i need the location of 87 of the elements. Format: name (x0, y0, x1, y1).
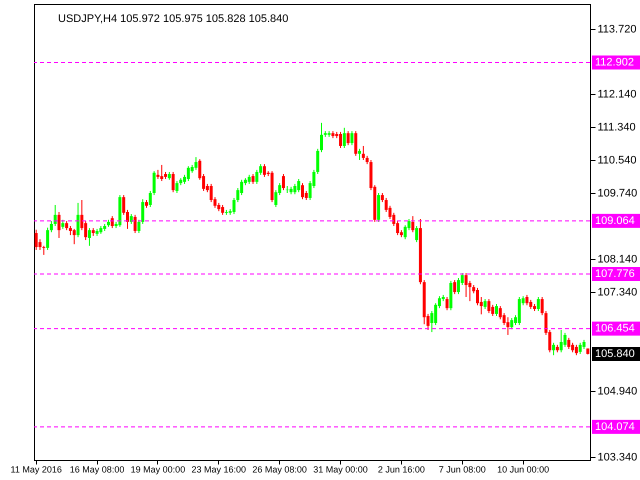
candlestick (578, 342, 582, 354)
candlestick (525, 294, 528, 306)
candlestick (297, 178, 300, 193)
candlestick (510, 318, 514, 330)
y-tick-label: 109.740 (598, 188, 638, 200)
candlestick (567, 337, 570, 350)
ref-line-label: 109.064 (595, 214, 635, 227)
y-tick-label: 108.140 (598, 254, 638, 266)
candlestick (453, 280, 456, 295)
y-tick-label: 107.340 (598, 286, 638, 299)
candlestick (446, 296, 449, 311)
x-tick-label: 10 Jun 00:00 (497, 464, 550, 474)
candlestick (134, 214, 137, 234)
candlestick (130, 214, 133, 224)
candlestick (186, 166, 190, 182)
ref-line-label: 107.776 (595, 268, 635, 280)
candlestick (346, 130, 350, 146)
candlestick (411, 216, 414, 233)
candlestick (415, 226, 418, 243)
candlestick (529, 299, 532, 310)
candlestick (574, 344, 578, 356)
candlestick (571, 342, 574, 353)
y-tick-label: 111.340 (598, 121, 636, 134)
candlestick (42, 245, 46, 256)
candlestick (88, 228, 91, 246)
candlestick (156, 169, 160, 180)
candlestick (540, 296, 544, 316)
candlestick (210, 183, 213, 203)
ref-line-label: 112.902 (595, 56, 634, 69)
candlestick (495, 304, 498, 316)
candlestick (293, 183, 296, 195)
x-tick-label: 2 Jun 16:00 (378, 464, 425, 474)
y-tick-label: 103.340 (598, 452, 638, 464)
x-tick-label: 16 May 08:00 (70, 464, 124, 474)
x-tick-label: 7 Jun 08:00 (438, 464, 486, 474)
candlestick (320, 122, 324, 153)
y-tick-label: 104.940 (598, 386, 638, 398)
candlestick (286, 185, 289, 194)
candlestick (563, 332, 566, 348)
candlestick (487, 298, 490, 314)
y-tick-label: 113.720 (598, 23, 636, 36)
candlestick (232, 197, 236, 215)
candlestick (160, 164, 164, 182)
x-tick-label: 26 May 08:00 (252, 464, 307, 474)
x-tick-label: 11 May 2016 (10, 464, 62, 474)
candlestick (61, 219, 64, 230)
candlestick (172, 171, 175, 193)
candlestick (582, 339, 586, 350)
candlestick (342, 127, 346, 149)
candlestick (354, 130, 358, 156)
candlestick (464, 272, 468, 298)
ref-line-label: 106.454 (595, 322, 635, 335)
candlestick (350, 130, 354, 146)
candlestick (362, 145, 365, 160)
candlestick (34, 229, 38, 250)
candlestick (46, 227, 50, 250)
candlestick (506, 316, 510, 336)
candlestick (552, 342, 556, 356)
x-tick-label: 19 May 00:00 (130, 464, 186, 474)
candlestick (339, 131, 342, 149)
candlestick (76, 202, 80, 238)
x-tick-label: 23 May 16:00 (192, 464, 246, 474)
candlestick (58, 211, 61, 238)
candlestick (484, 298, 487, 310)
candlestick (476, 287, 479, 306)
text: 105.840 (595, 348, 635, 360)
candlestick (282, 174, 285, 191)
candlestick (72, 228, 76, 245)
candlestick (456, 278, 460, 295)
candlestick (248, 174, 251, 184)
candlestick (536, 296, 540, 312)
candlestick (518, 296, 521, 326)
candlestick (252, 174, 255, 184)
text: USDJPY,H4 105.972 105.975 105.828 105.840 (58, 13, 288, 25)
ref-line-label: 104.074 (595, 420, 635, 433)
candlestick (65, 220, 68, 231)
y-tick-label: 112.140 (598, 88, 636, 100)
y-tick-label: 110.540 (598, 154, 636, 166)
candlestick (358, 148, 362, 160)
x-tick-label: 31 May 00:00 (313, 464, 368, 474)
candlestick (221, 204, 224, 216)
candlestick (560, 330, 563, 353)
candlestick (300, 182, 304, 200)
candlestick (175, 180, 178, 194)
candlestick (404, 224, 407, 240)
candlestick (262, 164, 266, 178)
candlestick (194, 156, 198, 170)
